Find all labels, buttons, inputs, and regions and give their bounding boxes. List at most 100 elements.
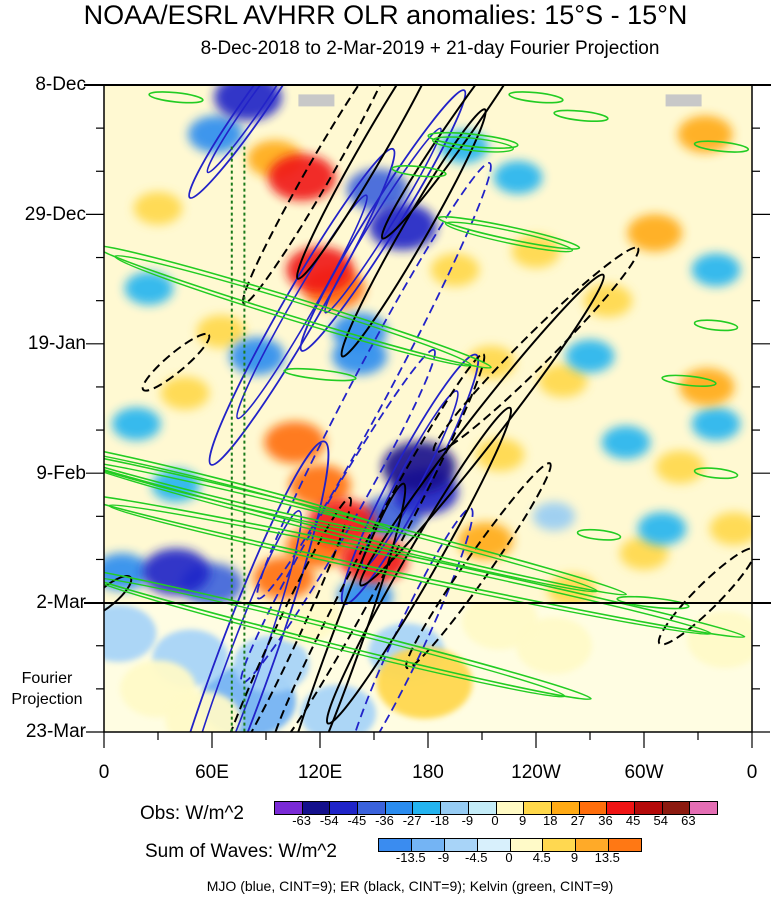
mjo-contour [361, 390, 459, 569]
mjo-contour [175, 510, 303, 732]
kelvin-contour [148, 91, 204, 104]
waves-colorbar-swatch [543, 839, 577, 851]
obs-colorbar-swatch [441, 802, 469, 814]
er-contour [359, 273, 605, 587]
kelvin-contour [432, 136, 514, 153]
olr-anomaly-blob [655, 450, 705, 484]
er-contour [325, 406, 513, 725]
kelvin-contour [437, 215, 581, 250]
waves-colorbar-tick-label: 13.5 [594, 850, 620, 865]
obs-colorbar-swatch [690, 802, 717, 814]
olr-anomaly-blob [565, 339, 615, 373]
obs-colorbar-swatch [551, 802, 580, 814]
x-tick-label: 0 [746, 762, 758, 783]
obs-colorbar-swatch [662, 802, 691, 814]
olr-anomaly-blob [307, 499, 376, 546]
kelvin-contour [104, 493, 746, 639]
olr-anomaly-blob [511, 234, 561, 268]
chart-title: NOAA/ESRL AVHRR OLR anomalies: 15°S - 15… [83, 0, 688, 30]
waves-colorbar-label: Sum of Waves: W/m^2 [145, 841, 337, 862]
obs-colorbar-swatch [330, 802, 359, 814]
mjo-contour [148, 440, 330, 732]
kelvin-contour [576, 528, 622, 541]
waves-colorbar-tick-label: -13.5 [395, 850, 426, 865]
x-tick-label: 60E [195, 762, 229, 783]
kelvin-contour [104, 460, 599, 593]
er-contour [216, 496, 352, 732]
olr-anomaly-blob [124, 271, 174, 305]
y-tick-label: 19-Jan [27, 333, 86, 354]
obs-colorbar-swatch [496, 802, 525, 814]
kelvin-contour [104, 577, 566, 698]
projection-anomaly-blob [462, 603, 538, 650]
fourier-label-line: Fourier [21, 670, 73, 687]
waves-colorbar-tick-label: -4.5 [465, 850, 488, 865]
waves-colorbar-swatch [379, 839, 412, 851]
obs-colorbar-tick-label: 54 [653, 813, 668, 828]
olr-anomaly-blob [601, 425, 651, 459]
olr-anomaly-blob [253, 556, 315, 599]
olr-anomaly-blob [637, 512, 687, 546]
obs-colorbar-tick-label: -27 [402, 813, 422, 828]
obs-colorbar-swatch [607, 802, 635, 814]
olr-anomaly-blob [493, 160, 543, 194]
olr-anomaly-blob [627, 214, 683, 252]
x-tick-label: 120E [297, 762, 343, 783]
kelvin-contour [553, 109, 609, 123]
kelvin-contour [108, 504, 712, 635]
x-tick-label: 180 [412, 762, 444, 783]
projection-anomaly-blob [687, 611, 752, 669]
mjo-contour [188, 85, 316, 199]
y-tick-label: 8-Dec [35, 74, 86, 95]
kelvin-contour [104, 449, 627, 596]
kelvin-contour [104, 244, 492, 369]
kelvin-contour [283, 367, 357, 382]
olr-anomaly-blob [112, 407, 161, 441]
contour-legend-footnote: MJO (blue, CINT=9); ER (black, CINT=9); … [206, 878, 614, 894]
kelvin-contour [508, 91, 564, 104]
er-contour [380, 85, 548, 240]
waves-colorbar-tick-label: 0 [505, 850, 513, 865]
obs-colorbar-tick-label: 63 [681, 813, 696, 828]
obs-colorbar-swatch [634, 802, 663, 814]
obs-colorbar-swatch [275, 802, 303, 814]
obs-colorbar-swatch [385, 802, 414, 814]
waves-colorbar-swatch [609, 839, 641, 851]
olr-anomaly-blob [538, 364, 588, 398]
kelvin-contour [661, 374, 717, 387]
kelvin-contour [693, 467, 739, 480]
olr-anomaly-blob [214, 85, 282, 121]
waves-colorbar-tick-label: -9 [437, 850, 450, 865]
obs-colorbar-tick-label: 36 [598, 813, 613, 828]
mjo-contour [206, 85, 297, 174]
obs-colorbar-swatch [579, 802, 608, 814]
obs-colorbar-tick-label: -18 [430, 813, 450, 828]
olr-anomaly-blob [104, 553, 150, 591]
fourier-projection-label: Fourier Projection [4, 668, 90, 710]
olr-anomaly-blob [679, 368, 735, 406]
obs-colorbar-tick-label: -9 [461, 813, 474, 828]
olr-anomaly-blob [691, 253, 741, 287]
olr-anomaly-blob [691, 407, 741, 441]
obs-colorbar-tick-label: -45 [347, 813, 367, 828]
obs-colorbar-tick-label: 27 [570, 813, 586, 828]
obs-colorbar-label: Obs: W/m^2 [140, 803, 244, 824]
olr-anomaly-blob [458, 522, 514, 560]
waves-colorbar-tick-label: 9 [570, 850, 579, 865]
kelvin-contour [427, 131, 519, 149]
obs-colorbar-tick-label: -54 [319, 813, 339, 828]
obs-colorbar-tick-label: 0 [491, 813, 499, 828]
er-contour [269, 482, 407, 732]
olr-anomaly-blob [709, 512, 752, 546]
er-contour [432, 246, 640, 454]
kelvin-contour [616, 595, 690, 610]
olr-anomaly-blob [133, 191, 183, 225]
obs-colorbar [274, 801, 718, 815]
waves-colorbar-tick-label: 4.5 [532, 850, 551, 865]
kelvin-contour [391, 165, 447, 178]
mjo-contour [208, 147, 396, 466]
waves-colorbar-swatch [510, 839, 544, 851]
olr-anomaly-blob [229, 337, 285, 375]
kelvin-contour [693, 319, 739, 332]
